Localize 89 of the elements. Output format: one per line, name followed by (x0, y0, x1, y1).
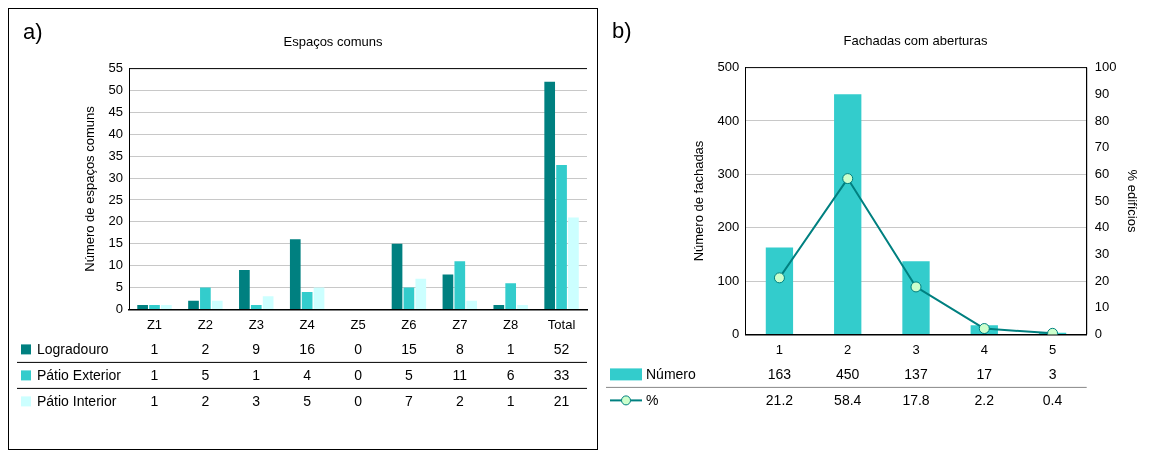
chart-title: Fachadas com aberturas (843, 33, 988, 49)
x-tick-label: Z8 (503, 316, 519, 332)
legend-label: % (646, 392, 659, 409)
data-label: 3 (252, 393, 261, 410)
data-label: 1 (150, 393, 159, 410)
y2-tick-label: 10 (1094, 299, 1110, 315)
y-tick-label: 15 (108, 235, 124, 251)
data-label: 52 (553, 341, 570, 358)
data-label: 5 (405, 367, 414, 384)
chart-title: Espaços comuns (283, 34, 383, 50)
data-label: 1 (506, 393, 515, 410)
data-label: 33 (553, 367, 570, 384)
y-tick-label: 500 (717, 59, 740, 75)
y2-tick-label: 0 (1094, 325, 1102, 341)
data-label: 15 (401, 341, 417, 358)
x-tick-label: 1 (775, 341, 784, 357)
data-label: 8 (455, 341, 464, 358)
x-tick-label: 3 (912, 341, 920, 357)
data-label: 163 (767, 366, 792, 383)
data-label: 5 (201, 367, 210, 384)
data-label: 17 (976, 366, 993, 383)
data-label: 3 (1048, 366, 1057, 383)
y2-tick-label: 30 (1094, 245, 1110, 261)
data-label: 9 (252, 341, 261, 358)
data-label: 2 (201, 393, 210, 410)
x-tick-label: 4 (980, 341, 988, 357)
x-tick-label: 5 (1048, 341, 1057, 357)
x-tick-label: 2 (844, 341, 852, 357)
data-label: 6 (506, 367, 515, 384)
y-tick-label: 35 (108, 147, 124, 163)
x-tick-label: Z1 (146, 316, 163, 332)
legend-label: Logradouro (37, 341, 109, 358)
y-tick-label: 50 (108, 82, 124, 98)
legend-label: Número (646, 366, 697, 383)
y-tick-label: 5 (115, 279, 124, 295)
y-axis-title: Número de fachadas (691, 140, 707, 262)
text: a) (23, 19, 43, 45)
y-tick-label: 55 (108, 60, 124, 76)
y-tick-label: 30 (108, 169, 124, 185)
y2-tick-label: 80 (1094, 112, 1110, 128)
x-tick-label: Z7 (452, 316, 468, 332)
data-label: 0.4 (1042, 392, 1063, 409)
data-label: 2 (455, 393, 464, 410)
y2-tick-label: 60 (1094, 165, 1110, 181)
data-label: 58.4 (834, 392, 862, 409)
x-tick-label: Z6 (401, 316, 417, 332)
y2-axis-title: % edifícios (1124, 169, 1140, 233)
legend-label: Pátio Interior (37, 393, 117, 410)
y-axis-title: Número de espaços comuns (82, 105, 98, 272)
y2-tick-label: 100 (1094, 59, 1117, 75)
data-label: 21.2 (765, 392, 794, 409)
y2-tick-label: 40 (1094, 219, 1110, 235)
data-label: 137 (904, 366, 928, 383)
x-tick-label: Z4 (299, 316, 315, 332)
y-tick-label: 10 (108, 257, 124, 273)
y-tick-label: 25 (108, 191, 124, 207)
y-tick-label: 100 (717, 272, 740, 288)
y2-tick-label: 20 (1094, 272, 1110, 288)
y-tick-label: 40 (108, 125, 124, 141)
text: b) (612, 18, 632, 44)
y-tick-label: 200 (717, 219, 740, 235)
data-label: 0 (354, 341, 363, 358)
y-tick-label: 300 (717, 165, 740, 181)
data-label: 1 (150, 367, 159, 384)
x-tick-label: Z5 (350, 316, 366, 332)
x-tick-label: Z3 (248, 316, 264, 332)
data-label: 7 (405, 393, 414, 410)
data-label: 1 (252, 367, 261, 384)
data-label: 450 (836, 366, 860, 383)
legend-label: Pátio Exterior (37, 367, 122, 384)
data-label: 5 (303, 393, 312, 410)
y2-tick-label: 50 (1094, 192, 1110, 208)
data-label: 4 (303, 367, 312, 384)
x-tick-label: Z2 (197, 316, 213, 332)
y-tick-label: 0 (115, 300, 124, 316)
y-tick-label: 45 (108, 103, 124, 119)
data-label: 0 (354, 393, 363, 410)
data-label: 21 (553, 393, 570, 410)
y-tick-label: 20 (108, 213, 124, 229)
data-label: 16 (299, 341, 316, 358)
x-tick-label: Total (547, 316, 576, 332)
data-label: 11 (452, 367, 468, 384)
y-tick-label: 400 (717, 112, 740, 128)
y2-tick-label: 70 (1094, 139, 1110, 155)
data-label: 2.2 (974, 392, 995, 409)
data-label: 17.8 (902, 392, 930, 409)
y-tick-label: 0 (732, 325, 740, 341)
data-label: 0 (354, 367, 363, 384)
y2-tick-label: 90 (1094, 85, 1110, 101)
